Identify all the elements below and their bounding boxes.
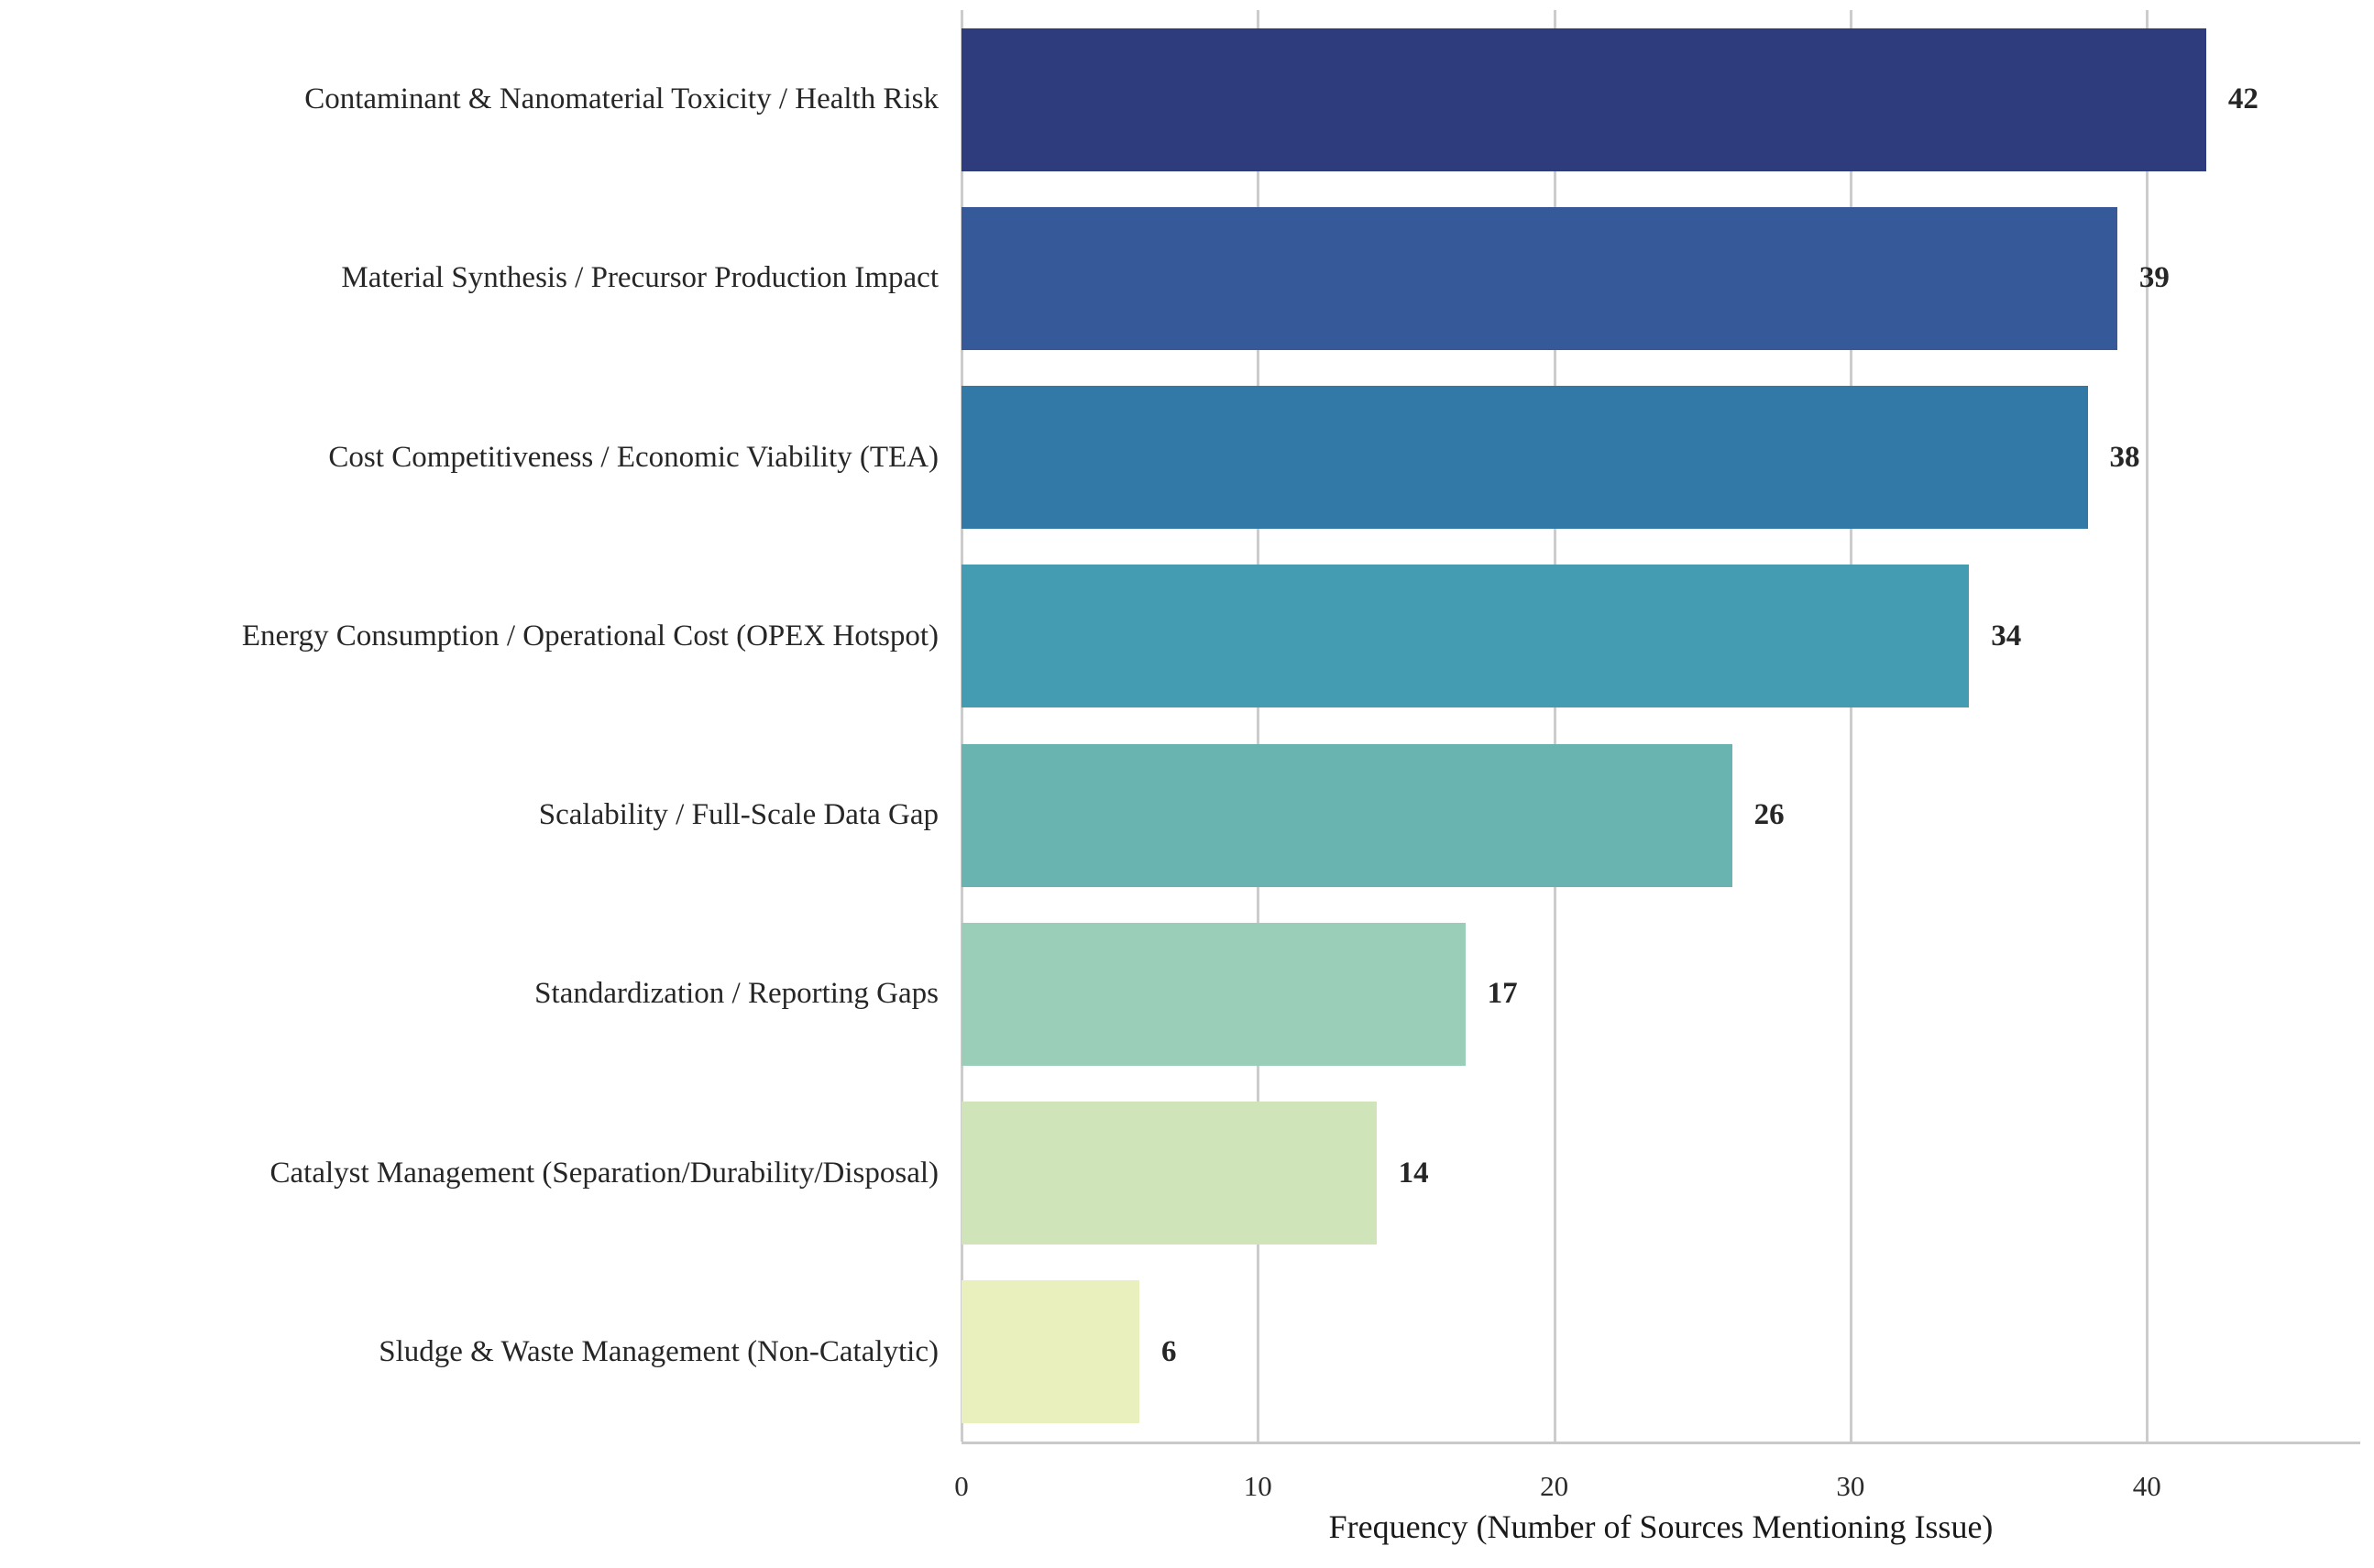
- x-tick-label: 0: [954, 1470, 969, 1502]
- bar-segment: [962, 206, 2117, 350]
- category-label: Material Synthesis / Precursor Productio…: [341, 261, 939, 295]
- bar-value-label: 17: [1487, 977, 1518, 1011]
- bar-segment: [962, 743, 1732, 887]
- bar-segment: [962, 922, 1466, 1066]
- category-label: Energy Consumption / Operational Cost (O…: [241, 619, 939, 652]
- bar-segment: [962, 1102, 1377, 1245]
- x-tick-label: 30: [1836, 1470, 1865, 1502]
- x-axis-title: Frequency (Number of Sources Mentioning …: [1328, 1508, 1994, 1545]
- category-label: Contaminant & Nanomaterial Toxicity / He…: [304, 82, 939, 116]
- x-axis-line: [962, 1442, 2360, 1444]
- bar-value-label: 34: [1991, 619, 2022, 652]
- x-tick-label: 40: [2132, 1470, 2161, 1502]
- x-tick-label: 20: [1540, 1470, 1569, 1502]
- bar-segment: [962, 386, 2088, 530]
- bar-value-label: 42: [2227, 82, 2259, 116]
- gridline-x30: [1849, 10, 1852, 1442]
- gridline-x10: [1257, 10, 1260, 1442]
- bar-segment: [962, 27, 2206, 171]
- x-tick-label: 10: [1243, 1470, 1272, 1502]
- gridline-x40: [2146, 10, 2149, 1442]
- gridline-x0: [961, 10, 963, 1442]
- bar-value-label: 38: [2109, 440, 2140, 474]
- category-label: Catalyst Management (Separation/Durabili…: [269, 1156, 940, 1190]
- category-label: Standardization / Reporting Gaps: [534, 977, 939, 1011]
- bar-segment: [962, 565, 1970, 708]
- gridline-x20: [1553, 10, 1556, 1442]
- category-label: Scalability / Full-Scale Data Gap: [538, 798, 939, 832]
- bar-value-label: 14: [1398, 1156, 1429, 1190]
- bar-segment: [962, 1280, 1139, 1424]
- bar-value-label: 39: [2138, 261, 2170, 295]
- bar-value-label: 26: [1753, 798, 1785, 832]
- bar-value-label: 6: [1160, 1334, 1177, 1368]
- category-label: Sludge & Waste Management (Non-Catalytic…: [379, 1334, 939, 1368]
- category-label: Cost Competitiveness / Economic Viabilit…: [328, 440, 939, 474]
